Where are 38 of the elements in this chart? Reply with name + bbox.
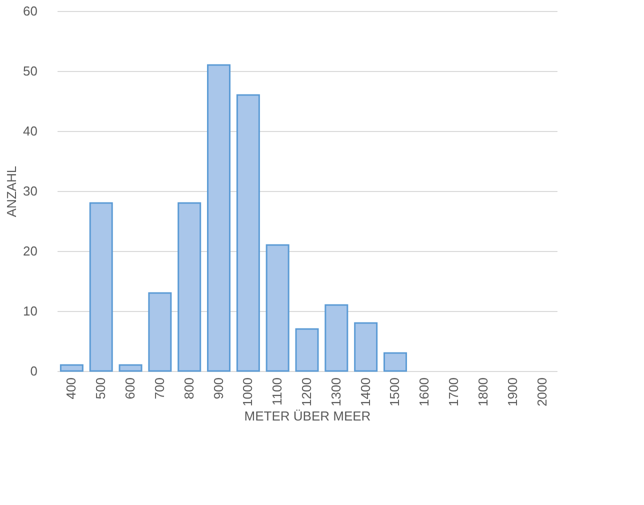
x-tick-label: 700 [152,378,167,400]
x-tick-label: 1800 [475,378,490,406]
bar [118,364,142,372]
bar [324,304,348,372]
x-tick-label: 1100 [270,378,285,406]
bar [266,244,290,372]
x-tick-label: 500 [93,378,108,400]
bar [89,202,113,372]
x-tick-label: 1400 [358,378,373,406]
x-tick-label: 400 [64,378,79,400]
bar [207,64,231,372]
bar [178,202,202,372]
bar [383,352,407,372]
y-axis-title: ANZAHL [4,166,20,218]
y-tick-label: 20 [23,244,38,258]
bar [295,328,319,372]
x-tick-label: 1500 [387,378,402,406]
y-tick-label: 0 [30,364,38,378]
bar [148,292,172,372]
x-tick-label: 1300 [328,378,344,406]
x-tick-label: 1000 [240,378,256,406]
y-tick-label: 40 [23,124,38,138]
x-tick-label: 900 [210,378,226,400]
y-tick-label: 10 [23,304,38,318]
bar [354,322,378,372]
bar [236,94,260,372]
bar [60,364,84,372]
y-tick-label: 60 [23,4,38,18]
y-tick-label: 50 [23,64,38,78]
x-axis-title: METER ÜBER MEER [244,408,371,424]
x-tick-label: 2000 [534,378,550,406]
x-tick-label: 800 [181,378,196,400]
x-tick-label: 1600 [416,378,432,406]
x-tick-label: 1200 [299,378,314,406]
x-tick-label: 600 [122,378,138,400]
x-tick-label: 1900 [504,378,520,406]
x-tick-label: 1700 [446,378,462,406]
y-tick-label: 30 [23,184,38,198]
